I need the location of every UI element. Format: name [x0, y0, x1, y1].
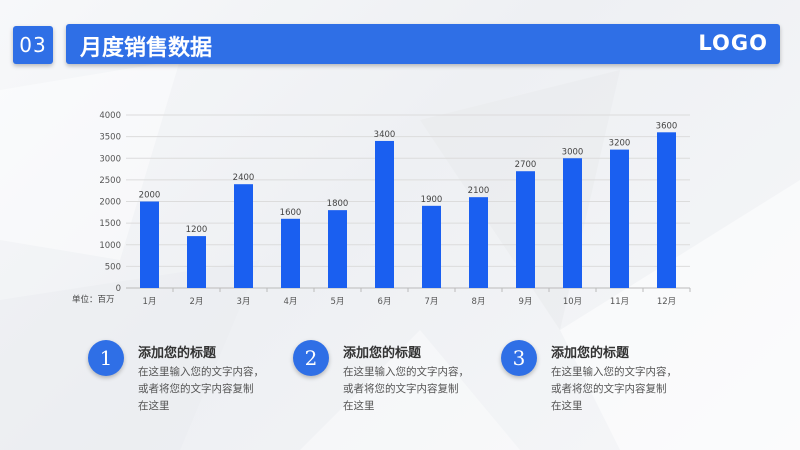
- title-bar: 月度销售数据 LOGO: [66, 24, 780, 64]
- y-tick-label: 3000: [99, 154, 121, 164]
- x-tick-label: 8月: [472, 297, 486, 307]
- bar: [610, 149, 629, 288]
- x-tick-label: 1月: [143, 297, 157, 307]
- x-tick-label: 3月: [237, 297, 251, 307]
- slide-number-badge: 03: [13, 26, 53, 64]
- page-title: 月度销售数据: [80, 36, 213, 61]
- data-label: 2700: [515, 160, 537, 170]
- data-label: 1900: [421, 195, 443, 205]
- bar: [422, 205, 441, 288]
- x-tick-label: 2月: [190, 297, 204, 307]
- x-tick-label: 6月: [378, 297, 392, 307]
- bar: [140, 201, 159, 288]
- bar: [281, 218, 300, 288]
- x-tick-label: 5月: [331, 297, 345, 307]
- bar: [328, 210, 347, 288]
- data-label: 3600: [656, 121, 678, 131]
- x-tick-label: 11月: [610, 297, 629, 307]
- data-label: 3200: [609, 139, 631, 149]
- bar: [375, 140, 394, 288]
- logo: LOGO: [698, 31, 768, 55]
- x-tick-label: 10月: [563, 297, 582, 307]
- bar-chart: 0 500 1000 1500 2000 2500 3000 3500 4000 2000 1月 12…: [72, 111, 691, 307]
- bar: [516, 171, 535, 288]
- x-tick-label: 4月: [284, 297, 298, 307]
- data-label: 3400: [374, 130, 396, 140]
- x-tick-label: 12月: [657, 297, 676, 307]
- data-label: 1600: [280, 208, 302, 218]
- data-label: 2400: [233, 173, 255, 183]
- bar: [657, 132, 676, 288]
- bar: [469, 197, 488, 288]
- feature-number-1: 1: [88, 340, 124, 376]
- feature-body-3: 在这里输入您的文字内容， 或者将您的文字内容复制 在这里: [551, 366, 677, 412]
- y-tick-label: 0: [116, 284, 121, 294]
- x-tick-label: 9月: [519, 297, 533, 307]
- bar: [563, 158, 582, 288]
- unit-label: 单位：百万: [72, 294, 115, 305]
- bar: [187, 236, 206, 288]
- feature-title-3: 添加您的标题: [551, 346, 630, 361]
- feature-title-2: 添加您的标题: [343, 346, 422, 361]
- y-tick-label: 2500: [99, 176, 121, 186]
- y-tick-label: 2000: [99, 198, 121, 208]
- data-label: 2100: [468, 186, 490, 196]
- bar: [234, 184, 253, 288]
- feature-title-1: 添加您的标题: [138, 346, 217, 361]
- data-label: 1200: [186, 225, 208, 235]
- data-label: 3000: [562, 147, 584, 157]
- feature-number-3: 3: [501, 340, 537, 376]
- slide-number: 03: [19, 33, 47, 57]
- y-tick-label: 4000: [99, 111, 121, 121]
- feature-body-1: 在这里输入您的文字内容， 或者将您的文字内容复制 在这里: [138, 366, 264, 412]
- data-label: 2000: [139, 191, 161, 201]
- feature-number-2: 2: [293, 340, 329, 376]
- y-tick-label: 1000: [99, 241, 121, 251]
- data-label: 1800: [327, 199, 349, 209]
- y-tick-label: 1500: [99, 219, 121, 229]
- y-tick-label: 3500: [99, 133, 121, 143]
- feature-body-2: 在这里输入您的文字内容， 或者将您的文字内容复制 在这里: [343, 366, 469, 412]
- y-tick-label: 500: [105, 262, 121, 272]
- x-tick-label: 7月: [425, 297, 439, 307]
